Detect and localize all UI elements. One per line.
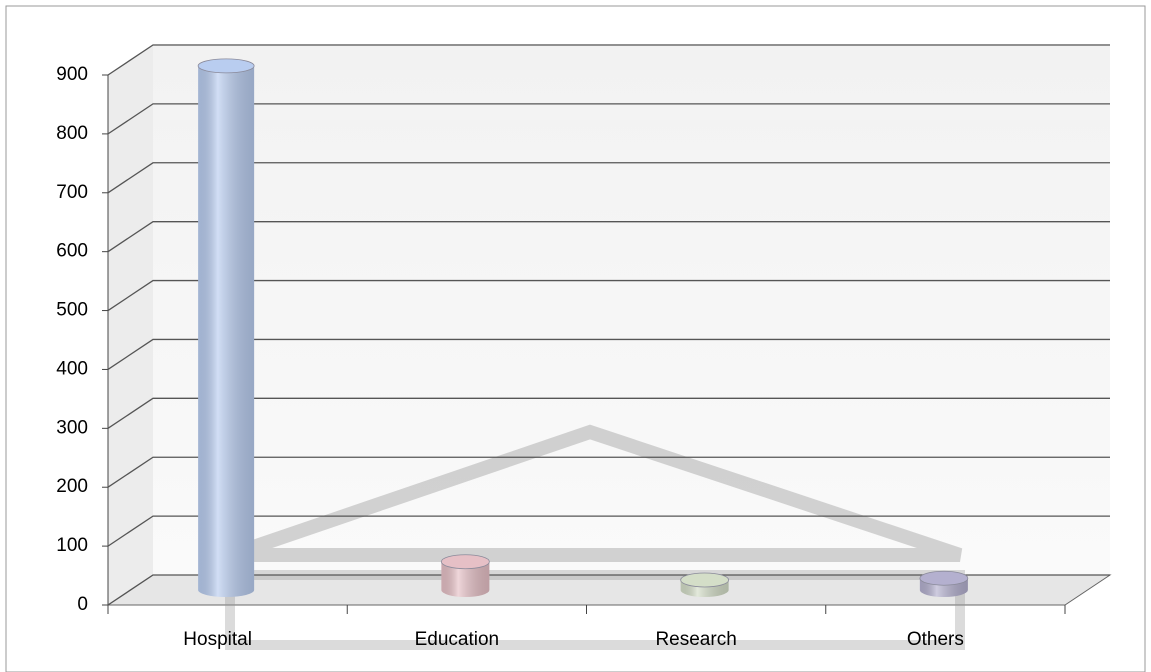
y-tick-label: 500 xyxy=(56,300,88,321)
grid-line xyxy=(107,338,1110,370)
y-tick-label: 200 xyxy=(56,476,88,497)
grid-line xyxy=(107,103,1110,135)
y-tick-label: 800 xyxy=(56,123,88,144)
y-tick-label: 400 xyxy=(56,358,88,379)
x-tick-label: Others xyxy=(907,629,964,650)
bar-part xyxy=(197,58,255,74)
bar-part xyxy=(680,572,730,588)
y-tick-label: 300 xyxy=(56,417,88,438)
y-tick-label: 0 xyxy=(77,594,88,615)
bar-part xyxy=(441,561,490,598)
grid-line xyxy=(107,162,1110,194)
x-tick-label: Research xyxy=(655,629,736,650)
y-tick-label: 100 xyxy=(56,535,88,556)
y-tick-label: 900 xyxy=(56,64,88,85)
grid-line xyxy=(107,221,1110,253)
y-tick-label: 700 xyxy=(56,182,88,203)
x-tick-label: Hospital xyxy=(183,629,252,650)
bar xyxy=(440,554,490,598)
bar-part xyxy=(198,65,255,598)
back-wall xyxy=(153,44,1110,575)
grid-line xyxy=(107,397,1110,429)
grid-line xyxy=(107,44,1110,76)
grid-line xyxy=(107,515,1110,547)
bar-part xyxy=(919,570,969,586)
bar-part xyxy=(440,554,490,570)
bar xyxy=(680,572,730,598)
grid-line xyxy=(107,279,1110,312)
grid-line xyxy=(107,574,1110,606)
bar xyxy=(197,58,255,598)
grid-line xyxy=(107,456,1110,488)
bar xyxy=(919,570,969,598)
y-tick-label: 600 xyxy=(56,241,88,262)
x-tick-label: Education xyxy=(415,629,500,650)
